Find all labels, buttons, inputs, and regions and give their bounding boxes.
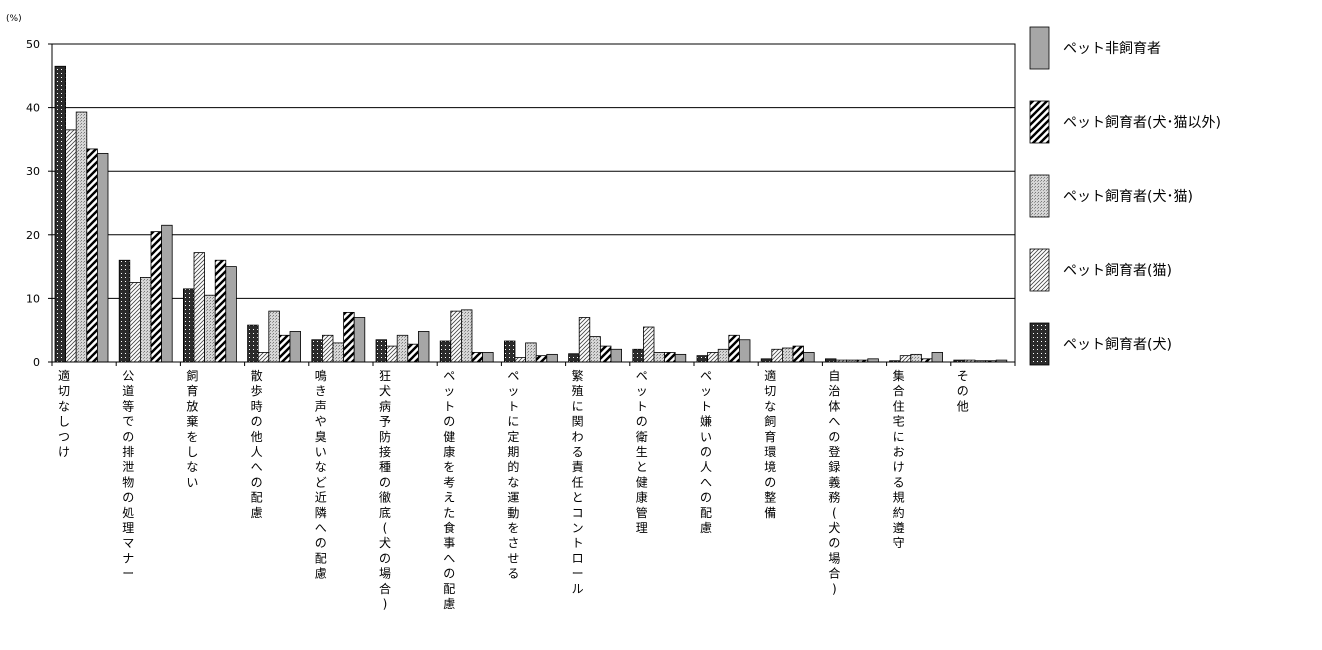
x-tick-label-9: 繁殖に関わる責任とコントロール bbox=[572, 368, 584, 596]
bar-2-4 bbox=[257, 352, 270, 363]
bar-4-3 bbox=[214, 259, 227, 363]
bar-3-4 bbox=[268, 310, 280, 363]
bar-3-2 bbox=[139, 277, 152, 363]
bar-3-8 bbox=[525, 342, 537, 363]
bar-3-3 bbox=[204, 294, 216, 363]
legend-swatch-3 bbox=[1029, 174, 1050, 218]
bar-1-9 bbox=[568, 353, 580, 363]
bar-3-6 bbox=[396, 334, 409, 363]
legend-swatch-5 bbox=[1029, 322, 1050, 366]
bar-4-9 bbox=[600, 345, 612, 363]
bar-4-6 bbox=[407, 343, 419, 363]
x-tick-label-1: 適切なしつけ bbox=[58, 368, 70, 459]
bar-3-1 bbox=[75, 111, 88, 363]
bar-2-7 bbox=[450, 310, 462, 363]
bar-1-10 bbox=[632, 348, 644, 363]
x-tick-label-13: 自治体への登録義務(犬の場合) bbox=[828, 369, 840, 596]
bar-1-4 bbox=[247, 324, 259, 363]
bar-4-4 bbox=[278, 334, 291, 363]
legend-label-1: ペット非飼育者 bbox=[1063, 41, 1161, 57]
bar-2-10 bbox=[643, 326, 655, 363]
bar-3-14 bbox=[910, 353, 922, 363]
bar-4-11 bbox=[728, 334, 740, 363]
bar-3-7 bbox=[460, 309, 473, 363]
bar-5-12 bbox=[803, 352, 815, 363]
bar-1-8 bbox=[503, 340, 516, 363]
x-tick-label-14: 集合住宅における規約遵守 bbox=[893, 368, 905, 550]
bar-1-6 bbox=[375, 339, 388, 363]
bar-4-10 bbox=[664, 352, 676, 363]
bar-2-8 bbox=[514, 357, 527, 363]
y-tick-label: 50 bbox=[26, 38, 40, 51]
bar-5-2 bbox=[161, 224, 173, 363]
x-tick-label-15: その他 bbox=[957, 369, 969, 413]
bar-4-8 bbox=[535, 355, 548, 363]
bar-3-10 bbox=[653, 352, 666, 363]
bar-4-2 bbox=[150, 231, 163, 363]
bar-3-12 bbox=[782, 347, 794, 363]
bar-2-11 bbox=[707, 352, 719, 363]
bar-4-5 bbox=[343, 311, 355, 363]
bar-2-1 bbox=[65, 129, 77, 363]
plot-area-frame bbox=[51, 43, 1016, 363]
y-axis-label: (%) bbox=[6, 14, 22, 24]
x-tick-label-8: ペットに定期的な運動をさせる bbox=[507, 369, 519, 581]
bar-2-2 bbox=[129, 282, 141, 363]
bar-5-7 bbox=[482, 352, 494, 363]
x-tick-label-7: ペットの健康を考えた食事への配慮 bbox=[443, 369, 455, 611]
bar-5-9 bbox=[610, 348, 623, 363]
legend-swatch-4 bbox=[1029, 248, 1050, 292]
y-tick-label: 30 bbox=[26, 165, 40, 178]
bar-5-8 bbox=[546, 353, 558, 363]
bar-2-9 bbox=[578, 317, 591, 363]
x-tick-label-10: ペットの衛生と健康管理 bbox=[636, 369, 648, 535]
x-tick-label-3: 飼育放棄をしない bbox=[186, 368, 198, 489]
bar-3-11 bbox=[717, 348, 730, 363]
bar-4-7 bbox=[471, 352, 484, 363]
bar-5-6 bbox=[417, 331, 430, 363]
x-tick-label-12: 適切な飼育環境の整備 bbox=[764, 368, 776, 520]
x-tick-label-5: 鳴き声や臭いなど近隣への配慮 bbox=[315, 369, 327, 581]
bar-5-4 bbox=[289, 331, 302, 363]
y-tick-label: 40 bbox=[26, 102, 40, 115]
legend-label-3: ペット飼育者(犬･猫) bbox=[1063, 189, 1193, 205]
bar-4-1 bbox=[86, 148, 98, 363]
bar-1-2 bbox=[118, 259, 131, 363]
bar-2-3 bbox=[193, 252, 206, 363]
bar-5-5 bbox=[353, 317, 366, 363]
y-tick-label: 20 bbox=[26, 229, 40, 242]
legend-label-2: ペット飼育者(犬･猫以外) bbox=[1063, 115, 1221, 131]
bar-2-14 bbox=[899, 355, 912, 363]
legend-swatch-2 bbox=[1029, 100, 1050, 144]
bar-1-11 bbox=[696, 355, 709, 363]
x-tick-label-11: ペット嫌いの人への配慮 bbox=[700, 369, 712, 535]
bar-1-1 bbox=[54, 65, 67, 363]
y-tick-label: 0 bbox=[33, 356, 40, 369]
legend-swatch-1 bbox=[1029, 26, 1050, 70]
bar-2-12 bbox=[771, 348, 783, 363]
bar-5-3 bbox=[225, 266, 237, 363]
bar-3-9 bbox=[589, 336, 601, 363]
bar-5-14 bbox=[931, 352, 944, 363]
bar-5-1 bbox=[97, 152, 109, 363]
bar-2-6 bbox=[386, 345, 398, 363]
legend-label-5: ペット飼育者(犬) bbox=[1063, 337, 1172, 353]
bar-1-3 bbox=[182, 288, 195, 363]
bar-1-7 bbox=[439, 340, 452, 363]
x-tick-label-6: 狂犬病予防接種の徹底(犬の場合) bbox=[379, 369, 391, 611]
legend-label-4: ペット飼育者(猫) bbox=[1063, 263, 1172, 279]
y-tick-label: 10 bbox=[26, 292, 40, 305]
bar-3-5 bbox=[332, 342, 345, 363]
x-tick-label-2: 公道等での排泄物の処理マナー bbox=[122, 369, 134, 581]
bar-5-11 bbox=[739, 339, 751, 363]
bar-4-12 bbox=[792, 345, 805, 363]
bar-5-10 bbox=[674, 353, 687, 363]
bar-1-5 bbox=[311, 339, 323, 363]
x-tick-label-4: 散歩時の他人への配慮 bbox=[251, 368, 263, 520]
bar-2-5 bbox=[321, 334, 334, 363]
